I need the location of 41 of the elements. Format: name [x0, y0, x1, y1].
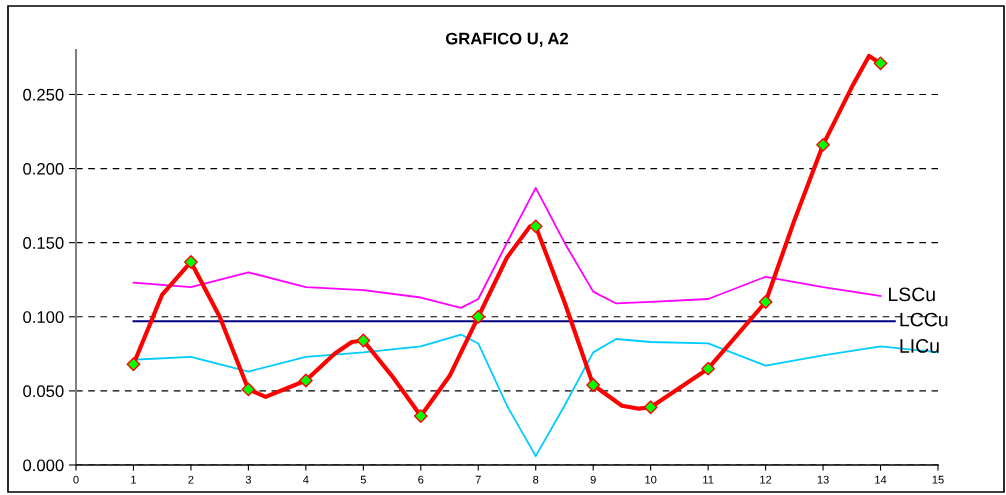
y-tick-label: 0.250: [23, 88, 64, 101]
series-label: LSCu: [889, 287, 935, 302]
point: [241, 382, 256, 397]
series-label: LCCu: [900, 312, 948, 327]
x-tick-label: 13: [817, 475, 829, 484]
x-tick-label: 0: [73, 475, 79, 484]
point: [471, 309, 486, 324]
x-tick-label: 8: [533, 475, 539, 484]
series-label: LICu: [900, 339, 939, 353]
point: [643, 400, 658, 415]
x-tick-label: 15: [932, 475, 944, 484]
y-tick-label: 0.000: [23, 459, 64, 472]
x-tick-label: 12: [760, 475, 772, 484]
x-tick-label: 9: [590, 475, 596, 484]
x-tick-label: 14: [875, 475, 887, 484]
x-tick-label: 1: [131, 475, 137, 484]
point: [873, 56, 888, 71]
point: [184, 255, 198, 269]
chart-title: GRAFICO U, A2: [445, 32, 569, 47]
y-tick-label: 0.050: [23, 385, 64, 398]
x-tick-label: 5: [360, 475, 366, 484]
y-tick-label: 0.150: [23, 237, 64, 249]
point: [356, 333, 371, 348]
x-tick-label: 4: [303, 475, 309, 484]
point: [126, 357, 141, 372]
line-series: [132, 186, 882, 309]
point: [528, 219, 543, 234]
point: [586, 378, 601, 392]
x-tick-label: 3: [245, 475, 251, 484]
point: [298, 373, 313, 388]
x-tick-label: 2: [188, 475, 194, 484]
x-tick-label: 7: [475, 475, 481, 484]
y-tick-label: 0.100: [23, 311, 64, 323]
x-tick-label: 6: [418, 475, 424, 484]
point: [701, 361, 716, 376]
y-tick-label: 0.200: [23, 162, 64, 175]
x-tick-label: 11: [703, 475, 714, 484]
point: [816, 137, 830, 152]
point: [413, 409, 428, 423]
x-tick-label: 10: [645, 475, 657, 484]
point: [758, 295, 773, 309]
